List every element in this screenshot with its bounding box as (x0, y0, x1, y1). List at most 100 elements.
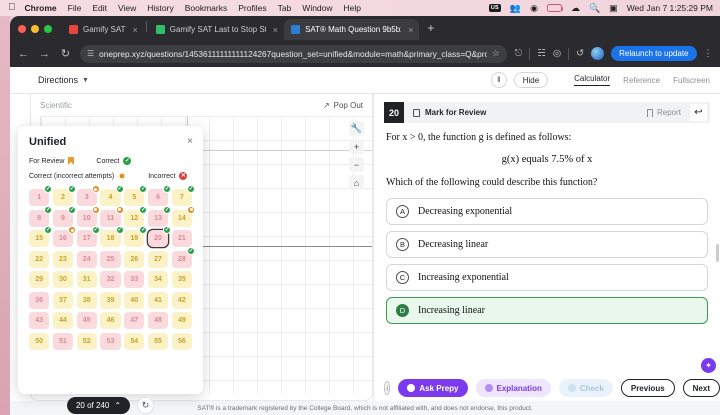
menu-view[interactable]: View (110, 3, 136, 13)
question-cell-54[interactable]: 54 (124, 332, 145, 350)
chrome-menu-icon[interactable]: ⋮ (703, 48, 713, 58)
question-cell-37[interactable]: 37 (52, 291, 74, 309)
home-icon[interactable]: ⌂ (349, 175, 364, 190)
share-icon[interactable]: ⎋ (514, 48, 523, 59)
pop-out-button[interactable]: ↗ Pop Out (323, 101, 363, 110)
question-cell-10[interactable]: 10 (76, 205, 100, 227)
question-cell-4[interactable]: 4 ✓ (100, 185, 124, 206)
address-bar[interactable]: ☰ oneprep.xyz/questions/1453611111111112… (80, 44, 507, 63)
question-cell-28[interactable]: 28 ✓ (171, 246, 195, 268)
screenshot-icon[interactable]: ◎ (552, 48, 562, 59)
choice-a[interactable]: A Decreasing exponential (386, 198, 708, 225)
close-window-button[interactable] (18, 25, 26, 33)
question-cell-38[interactable]: 38 (76, 291, 97, 309)
question-cell-41[interactable]: 41 (147, 291, 169, 309)
menu-history[interactable]: History (139, 3, 173, 13)
menu-chrome[interactable]: Chrome (17, 3, 57, 13)
scrollbar[interactable] (716, 244, 719, 262)
close-tab-icon[interactable]: × (408, 24, 414, 35)
undo-icon[interactable]: ↩ (690, 104, 707, 121)
question-cell-13[interactable]: 13 ✓ (147, 205, 172, 227)
question-cell-2[interactable]: 2 ✓ (52, 185, 77, 206)
question-cell-49[interactable]: 49 (171, 312, 192, 329)
choice-b[interactable]: B Decreasing linear (386, 231, 708, 258)
question-cell-43[interactable]: 43 (29, 312, 50, 329)
menu-edit[interactable]: Edit (84, 3, 107, 13)
menu-help[interactable]: Help (336, 3, 361, 13)
users-icon[interactable]: 👥 (509, 2, 522, 13)
question-cell-18[interactable]: 18 ✓ (100, 226, 124, 247)
reload-icon[interactable]: ↻ (60, 48, 71, 60)
close-tab-icon[interactable]: × (132, 24, 138, 35)
question-cell-29[interactable]: 29 (29, 271, 50, 288)
question-cell-21[interactable]: 21 (171, 230, 192, 247)
question-cell-27[interactable]: 27 (147, 250, 169, 268)
ask-prepy-button[interactable]: Ask Prepy (398, 379, 468, 397)
question-cell-39[interactable]: 39 (100, 291, 121, 309)
question-cell-35[interactable]: 35 (171, 271, 192, 288)
minus-icon[interactable]: − (349, 157, 364, 172)
question-cell-34[interactable]: 34 (147, 271, 169, 288)
screen-mirror-icon[interactable]: ▣ (609, 2, 618, 13)
question-cell-9[interactable]: 9 ✓ (52, 205, 77, 227)
back-icon[interactable]: ← (18, 47, 29, 60)
window-controls[interactable] (18, 25, 52, 40)
question-cell-50[interactable]: 50 (29, 332, 50, 350)
directions-button[interactable]: Directions ▼ (38, 75, 89, 85)
question-cell-16[interactable]: 16 (52, 226, 77, 247)
history-icon[interactable]: ↻ (137, 397, 155, 414)
chat-bubble-icon[interactable]: ✦ (701, 358, 716, 373)
question-cell-17[interactable]: 17 ✓ (76, 226, 100, 247)
question-cell-7[interactable]: 7 ✓ (171, 185, 195, 206)
question-cell-6[interactable]: 6 ✓ (147, 185, 172, 206)
explanation-button[interactable]: Explanation (475, 379, 551, 397)
question-cell-44[interactable]: 44 (52, 312, 74, 329)
tab-fullscreen[interactable]: Fullscreen (673, 75, 710, 85)
battery-icon[interactable] (546, 4, 564, 12)
sync-icon[interactable]: ↺ (576, 48, 585, 59)
menu-file[interactable]: File (60, 3, 82, 13)
maximize-window-button[interactable] (44, 25, 52, 33)
question-cell-53[interactable]: 53 (100, 332, 121, 350)
mark-for-review-button[interactable]: Mark for Review (404, 108, 486, 117)
site-info-icon[interactable]: ☰ (87, 49, 95, 58)
menu-profiles[interactable]: Profiles (230, 3, 266, 13)
question-cell-26[interactable]: 26 (124, 250, 145, 268)
previous-button[interactable]: Previous (620, 379, 675, 397)
question-cell-45[interactable]: 45 (76, 312, 97, 329)
question-cell-22[interactable]: 22 (29, 250, 50, 268)
report-button[interactable]: Report (646, 108, 681, 117)
question-cell-55[interactable]: 55 (147, 332, 169, 350)
plus-icon[interactable]: + (349, 139, 364, 154)
question-cell-31[interactable]: 31 (76, 271, 97, 288)
question-cell-48[interactable]: 48 (147, 312, 169, 329)
tab-gamify-sat[interactable]: Gamify SAT × (62, 19, 144, 40)
tab-gamify-sat-last-to-stop[interactable]: Gamify SAT Last to Stop Stud × (149, 19, 284, 40)
next-button[interactable]: Next (682, 379, 720, 397)
new-tab-button[interactable]: + (427, 21, 435, 35)
question-cell-40[interactable]: 40 (124, 291, 145, 309)
pause-button[interactable]: ‖ (490, 72, 507, 88)
question-cell-47[interactable]: 47 (124, 312, 145, 329)
close-icon[interactable]: × (187, 136, 193, 147)
apple-menu-icon[interactable]:  (8, 3, 16, 13)
question-cell-36[interactable]: 36 (29, 291, 50, 309)
clock[interactable]: Wed Jan 7 1:25:29 PM (626, 3, 713, 13)
tab-calculator[interactable]: Calculator (574, 74, 611, 86)
wrench-icon[interactable]: 🔧 (349, 121, 364, 136)
question-cell-46[interactable]: 46 (100, 312, 121, 329)
question-cell-33[interactable]: 33 (124, 271, 145, 288)
tab-reference[interactable]: Reference (623, 75, 661, 85)
menu-window[interactable]: Window (294, 3, 332, 13)
question-cell-25[interactable]: 25 (100, 250, 121, 268)
choice-c[interactable]: C Increasing exponential (386, 264, 708, 291)
check-button[interactable]: Check (558, 379, 613, 397)
question-cell-11[interactable]: 11 (100, 205, 124, 227)
question-cell-32[interactable]: 32 (100, 271, 121, 288)
question-cell-3[interactable]: 3 (76, 185, 100, 206)
wifi-icon[interactable]: ☁ (570, 2, 580, 13)
control-center-icon[interactable]: ◉ (530, 2, 538, 13)
question-cell-14[interactable]: 14 (171, 205, 195, 227)
extensions-icon[interactable]: ☵ (537, 48, 546, 59)
question-counter-button[interactable]: 20 of 240 ⌃ (66, 397, 131, 414)
